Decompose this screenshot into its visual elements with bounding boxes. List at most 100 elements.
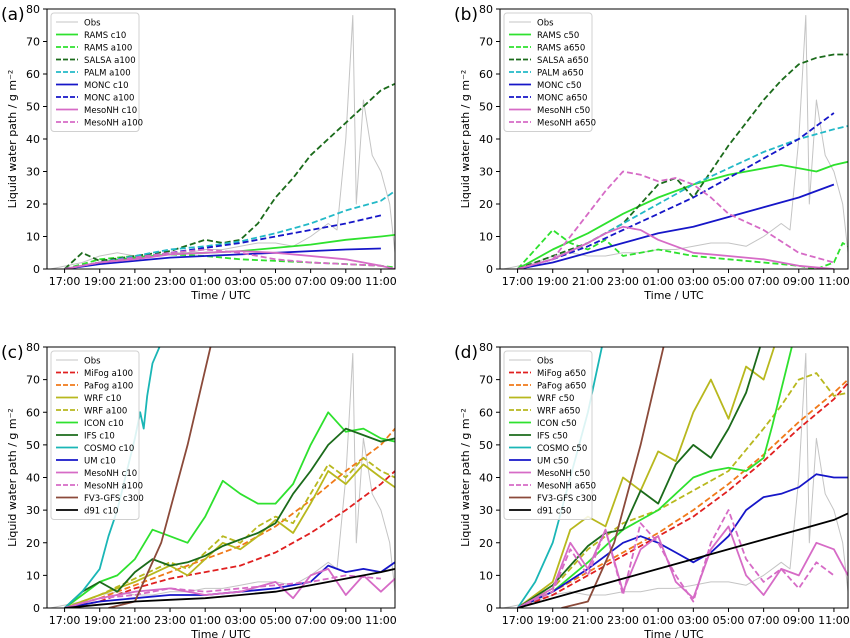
x-tick-label: 05:00 bbox=[260, 614, 292, 627]
legend-entry: Obs bbox=[537, 19, 554, 29]
y-tick-label: 0 bbox=[33, 602, 40, 615]
y-tick-label: 10 bbox=[479, 569, 493, 582]
panel-c: (c) 0 10 20 30 40 50 60 70 80 17:00 19:00 21:00 23:00… bbox=[1, 341, 397, 638]
y-tick-label: 60 bbox=[26, 406, 40, 419]
legend-entry: IFS c10 bbox=[84, 432, 115, 442]
legend-entry: RAMS c50 bbox=[537, 31, 579, 41]
legend-entry: MONC a100 bbox=[84, 94, 134, 104]
x-tick-label: 11:00 bbox=[818, 275, 850, 288]
x-tick-label: 21:00 bbox=[572, 614, 604, 627]
series-line-rams-c50 bbox=[517, 160, 848, 269]
y-tick-label: 60 bbox=[26, 68, 40, 81]
series-line-wrf-c10 bbox=[64, 463, 395, 608]
series-line-mifog-a100 bbox=[64, 470, 395, 608]
y-tick-label: 0 bbox=[486, 602, 493, 615]
series-line-wrf-c50 bbox=[517, 347, 776, 608]
legend-entry: WRF a650 bbox=[537, 407, 580, 417]
series-group bbox=[503, 15, 848, 269]
legend-entry: WRF c50 bbox=[537, 394, 574, 404]
series-line-mesonh-a650 bbox=[517, 509, 835, 608]
x-tick-label: 01:00 bbox=[189, 275, 221, 288]
series-line-wrf-a100 bbox=[64, 456, 395, 608]
legend-entry: PALM a100 bbox=[84, 69, 131, 79]
x-tick-label: 17:00 bbox=[49, 614, 81, 627]
legend-box bbox=[503, 350, 593, 520]
legend-entry: RAMS c10 bbox=[84, 31, 126, 41]
x-tick-label: 09:00 bbox=[330, 275, 362, 288]
series-line-mesonh-a650 bbox=[517, 170, 835, 269]
series-line-obs bbox=[50, 15, 395, 269]
x-tick-label: 23:00 bbox=[154, 614, 186, 627]
series-line-obs bbox=[503, 15, 848, 269]
x-tick-label: 09:00 bbox=[783, 614, 815, 627]
series-group bbox=[503, 347, 848, 608]
panel-a: (a) 0 10 20 30 40 50 60 70 80 17:00 19:00 21:00 23:00… bbox=[1, 3, 397, 302]
legend-entry: IFS c50 bbox=[537, 432, 568, 442]
series-line-pafog-a650 bbox=[517, 378, 848, 608]
legend-entry: ICON c10 bbox=[84, 419, 124, 429]
x-axis-label: Time / UTC bbox=[643, 289, 704, 302]
x-tick-label: 11:00 bbox=[365, 275, 397, 288]
legend-entry: WRF a100 bbox=[84, 407, 127, 417]
legend-entry: WRF c10 bbox=[84, 394, 121, 404]
series-line-icon-c10 bbox=[64, 411, 395, 608]
y-axis-label: Liquid water path / g m⁻² bbox=[459, 70, 472, 209]
x-tick-label: 01:00 bbox=[189, 614, 221, 627]
legend-box bbox=[503, 12, 593, 132]
x-tick-label: 03:00 bbox=[677, 614, 709, 627]
legend-entry: PaFog a100 bbox=[84, 382, 133, 392]
y-tick-label: 80 bbox=[26, 3, 40, 16]
legend-entry: SALSA a100 bbox=[84, 56, 136, 66]
x-tick-label: 07:00 bbox=[748, 614, 780, 627]
series-line-ifs-c50 bbox=[517, 347, 761, 608]
y-tick-label: 20 bbox=[479, 537, 493, 550]
series-line-icon-c50 bbox=[517, 347, 793, 608]
series-line-d91-c10 bbox=[64, 568, 395, 608]
y-tick-label: 80 bbox=[479, 341, 493, 354]
y-tick-label: 60 bbox=[479, 68, 493, 81]
panel-b: (b) 0 10 20 30 40 50 60 70 80 17:00 19:00 21:00 23:00… bbox=[454, 3, 850, 302]
legend-entry: ICON c50 bbox=[537, 419, 577, 429]
y-tick-label: 70 bbox=[26, 374, 40, 387]
y-tick-label: 10 bbox=[26, 231, 40, 244]
panel-label: (c) bbox=[1, 343, 24, 363]
x-tick-label: 23:00 bbox=[607, 614, 639, 627]
x-tick-label: 19:00 bbox=[537, 275, 569, 288]
legend-entry: MesoNH c10 bbox=[84, 106, 137, 116]
x-tick-label: 21:00 bbox=[572, 275, 604, 288]
x-tick-label: 07:00 bbox=[295, 614, 327, 627]
legend-entry: SALSA a650 bbox=[537, 56, 589, 66]
legend-entry: MesoNH c50 bbox=[537, 469, 590, 479]
series-line-ifs-c10 bbox=[63, 427, 395, 608]
series-line-d91-c50 bbox=[517, 512, 848, 608]
panel-label: (a) bbox=[1, 5, 25, 25]
x-tick-label: 17:00 bbox=[502, 614, 534, 627]
y-tick-label: 0 bbox=[486, 263, 493, 276]
x-tick-label: 11:00 bbox=[365, 614, 397, 627]
legend: Obs RAMS c50 RAMS a650 SALSA a650 PALM a650 M… bbox=[503, 12, 596, 132]
legend-entry: MesoNH c10 bbox=[84, 469, 137, 479]
x-tick-label: 19:00 bbox=[537, 614, 569, 627]
y-tick-label: 10 bbox=[26, 569, 40, 582]
legend-entry: Obs bbox=[84, 19, 101, 29]
x-axis-label: Time / UTC bbox=[190, 628, 251, 638]
y-tick-label: 70 bbox=[479, 36, 493, 49]
legend-entry: MesoNH a650 bbox=[537, 482, 596, 492]
legend-entry: RAMS a100 bbox=[84, 44, 132, 54]
y-tick-label: 70 bbox=[26, 36, 40, 49]
legend-entry: d91 c50 bbox=[537, 507, 571, 517]
series-line-mesonh-c50 bbox=[517, 525, 848, 608]
x-tick-label: 05:00 bbox=[713, 614, 745, 627]
series-line-mesonh-a100 bbox=[64, 574, 381, 608]
y-axis-label: Liquid water path / g m⁻² bbox=[459, 408, 472, 547]
x-tick-label: 03:00 bbox=[677, 275, 709, 288]
y-tick-label: 80 bbox=[26, 341, 40, 354]
x-tick-label: 21:00 bbox=[119, 275, 151, 288]
x-tick-label: 21:00 bbox=[119, 614, 151, 627]
legend: Obs RAMS c10 RAMS a100 SALSA a100 PALM a100 M… bbox=[50, 12, 143, 132]
y-tick-label: 50 bbox=[479, 439, 493, 452]
panel-label: (d) bbox=[454, 343, 478, 363]
y-tick-label: 50 bbox=[26, 101, 40, 114]
legend-entry: Obs bbox=[84, 357, 101, 367]
